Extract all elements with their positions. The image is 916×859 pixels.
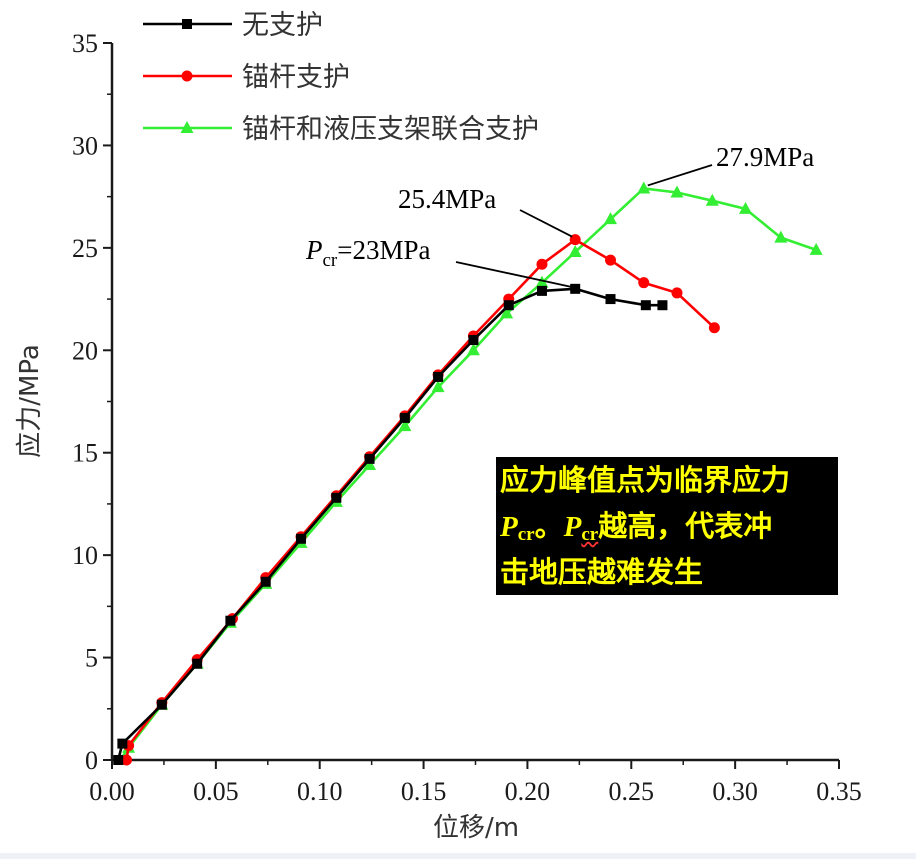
peak-red-leader-line bbox=[519, 209, 573, 238]
data-point bbox=[774, 230, 788, 243]
data-point bbox=[296, 533, 307, 544]
data-point bbox=[638, 277, 650, 289]
y-tick-label: 30 bbox=[72, 131, 98, 160]
y-tick-label: 25 bbox=[72, 234, 98, 263]
data-point bbox=[398, 419, 412, 432]
legend-item-1: 无支护 bbox=[143, 10, 323, 41]
y-tick-label: 15 bbox=[72, 439, 98, 468]
data-point bbox=[433, 371, 444, 382]
data-point bbox=[121, 754, 133, 766]
data-point bbox=[331, 492, 342, 503]
legend-label: 锚杆和液压支架联合支护 bbox=[242, 114, 539, 145]
note-line-2-tail: 越高，代表冲 bbox=[598, 509, 773, 543]
peak-red-label: 25.4MPa bbox=[398, 184, 496, 214]
data-point bbox=[503, 300, 514, 311]
critical-stress-note: 应力峰值点为临界应力 Pcr。Pcr越高，代表冲 击地压越难发生 bbox=[496, 457, 838, 595]
legend-label: 锚杆支护 bbox=[242, 62, 350, 93]
data-point bbox=[225, 615, 236, 626]
peak-green-leader-line bbox=[647, 164, 713, 187]
series-1 bbox=[113, 283, 668, 765]
y-tick-label: 5 bbox=[85, 644, 98, 673]
annotations: Pcr=23MPa 25.4MPa 27.9MPa bbox=[305, 142, 814, 288]
y-tick-label: 10 bbox=[72, 541, 98, 570]
data-point bbox=[605, 294, 616, 305]
data-point bbox=[466, 343, 480, 356]
note-sep: 。 bbox=[534, 509, 564, 543]
data-point bbox=[260, 576, 271, 587]
x-tick-label: 0.20 bbox=[505, 777, 551, 806]
data-point bbox=[637, 181, 651, 194]
legend-swatch-marker bbox=[180, 121, 194, 133]
data-point bbox=[739, 201, 753, 214]
data-point bbox=[809, 242, 823, 255]
data-point bbox=[705, 193, 719, 206]
data-point bbox=[399, 412, 410, 423]
note-line-2: Pcr。Pcr越高，代表冲 bbox=[500, 509, 773, 545]
data-point bbox=[192, 658, 203, 669]
data-point bbox=[570, 283, 581, 294]
x-tick-label: 0.05 bbox=[193, 777, 239, 806]
data-point bbox=[431, 380, 445, 393]
x-tick-label: 0.35 bbox=[816, 777, 862, 806]
data-point bbox=[468, 335, 479, 346]
y-tick-label: 20 bbox=[72, 336, 98, 365]
x-tick-label: 0.25 bbox=[609, 777, 655, 806]
note-pcr-sub-2: cr bbox=[581, 524, 599, 545]
legend-swatch-marker bbox=[181, 70, 193, 82]
note-pcr-symbol: P bbox=[500, 511, 518, 543]
legend-swatch-marker bbox=[182, 19, 192, 29]
x-tick-label: 0.10 bbox=[297, 777, 343, 806]
legend-item-3: 锚杆和液压支架联合支护 bbox=[143, 114, 539, 145]
data-point bbox=[671, 287, 683, 299]
legend-item-2: 锚杆支护 bbox=[143, 62, 350, 93]
data-point bbox=[569, 234, 581, 246]
y-tick-label: 0 bbox=[85, 746, 98, 775]
legend-label: 无支护 bbox=[242, 10, 323, 41]
x-tick-label: 0.15 bbox=[401, 777, 447, 806]
data-point bbox=[670, 185, 684, 198]
axes: 0.00 0.05 0.10 0.15 0.20 0.25 0.30 0.35 0 5 10 15 20… bbox=[72, 29, 862, 806]
data-point bbox=[657, 300, 668, 311]
bottom-strip bbox=[0, 853, 916, 859]
data-point bbox=[363, 458, 377, 471]
y-axis-title: 应力/MPa bbox=[15, 344, 45, 458]
data-point bbox=[536, 258, 548, 270]
data-point bbox=[605, 254, 617, 266]
note-line-3: 击地压越难发生 bbox=[500, 555, 704, 589]
note-pcr-symbol-2: P bbox=[563, 511, 582, 543]
data-point bbox=[568, 244, 582, 257]
data-point bbox=[117, 738, 128, 749]
data-point bbox=[535, 275, 549, 288]
x-tick-label: 0.00 bbox=[89, 777, 135, 806]
peak-green-label: 27.9MPa bbox=[716, 142, 814, 172]
data-point bbox=[708, 322, 720, 334]
data-point bbox=[156, 699, 167, 710]
data-point bbox=[604, 212, 618, 225]
data-point bbox=[536, 285, 547, 296]
note-pcr-sub: cr bbox=[517, 524, 535, 545]
pcr-leader-line bbox=[455, 261, 572, 288]
data-point bbox=[500, 306, 514, 319]
data-point bbox=[364, 453, 375, 464]
series-layer bbox=[113, 181, 823, 766]
series-line bbox=[116, 287, 663, 761]
data-point bbox=[640, 300, 651, 311]
x-tick-label: 0.30 bbox=[712, 777, 758, 806]
note-line-1: 应力峰值点为临界应力 bbox=[500, 463, 791, 497]
data-point bbox=[113, 755, 124, 765]
pcr-label: Pcr=23MPa bbox=[305, 235, 431, 271]
x-axis-title: 位移/m bbox=[433, 813, 519, 843]
y-tick-label: 35 bbox=[72, 29, 98, 58]
